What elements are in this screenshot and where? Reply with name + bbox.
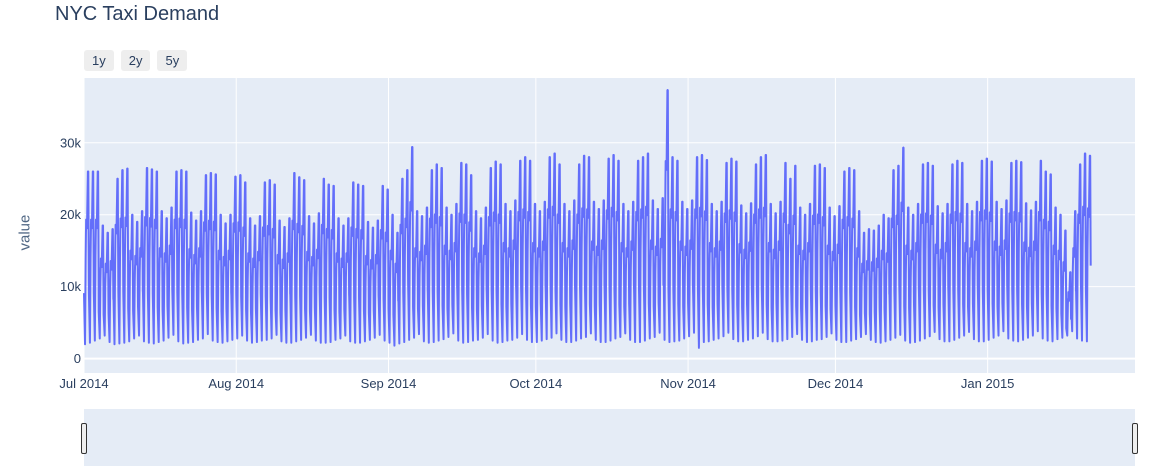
y-axis-ticks: 0 10k 20k 30k <box>60 135 81 366</box>
series-group <box>83 89 1092 349</box>
range-slider-left-handle[interactable] <box>81 423 87 454</box>
y-tick-label: 0 <box>74 351 81 366</box>
x-tick-label: Oct 2014 <box>509 376 562 391</box>
y-tick-label: 20k <box>60 207 81 222</box>
y-tick-label: 30k <box>60 135 81 150</box>
chart-title: NYC Taxi Demand <box>55 3 220 25</box>
range-button-2y[interactable]: 2y <box>120 50 151 71</box>
y-tick-label: 10k <box>60 279 81 294</box>
x-axis-ticks: Jul 2014 Aug 2014 Sep 2014 Oct 2014 Nov 2014… <box>59 376 1014 391</box>
chart-canvas: 0 10k 20k 30k Jul 2014 Aug 2014 Sep 2014 Oct 2… <box>59 78 1135 391</box>
x-tick-label: Jan 2015 <box>961 376 1015 391</box>
x-tick-label: Dec 2014 <box>808 376 864 391</box>
x-tick-label: Aug 2014 <box>208 376 264 391</box>
range-slider[interactable] <box>81 409 1138 466</box>
x-tick-label: Jul 2014 <box>59 376 108 391</box>
range-button-1y[interactable]: 1y <box>84 50 114 71</box>
range-slider-right-handle[interactable] <box>1132 423 1138 454</box>
series-line <box>83 89 1092 349</box>
x-tick-label: Sep 2014 <box>361 376 417 391</box>
range-selector: 1y 2y 5y <box>84 50 188 71</box>
x-tick-label: Nov 2014 <box>660 376 716 391</box>
range-button-5y[interactable]: 5y <box>157 50 188 71</box>
